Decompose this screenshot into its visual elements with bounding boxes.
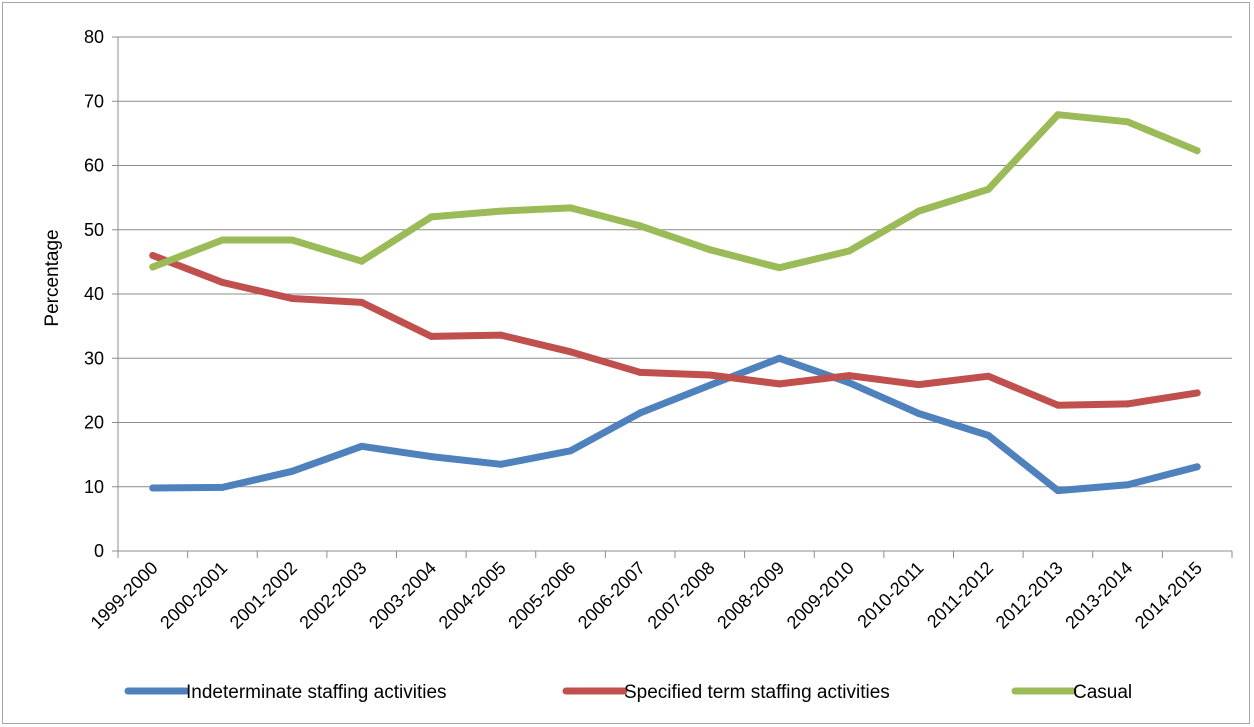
legend: Indeterminate staffing activities Specifi… bbox=[124, 682, 1132, 703]
data-point bbox=[1054, 487, 1062, 495]
legend-label: Indeterminate staffing activities bbox=[186, 682, 447, 703]
data-point bbox=[845, 372, 853, 380]
x-tick-label: 2010-2011 bbox=[853, 558, 927, 632]
axes bbox=[112, 36, 1233, 558]
x-tick-label: 2013-2014 bbox=[1061, 558, 1136, 633]
data-point bbox=[358, 442, 366, 450]
data-point bbox=[288, 294, 296, 302]
data-point bbox=[427, 453, 435, 461]
x-tick-label: 2002-2003 bbox=[295, 558, 370, 633]
gridlines bbox=[118, 36, 1232, 488]
data-point bbox=[149, 484, 157, 492]
data-point bbox=[497, 207, 505, 215]
x-tick-label: 2004-2005 bbox=[435, 558, 510, 633]
y-tick-label: 20 bbox=[84, 413, 104, 433]
data-point bbox=[218, 483, 226, 491]
data-point bbox=[427, 213, 435, 221]
data-point bbox=[984, 431, 992, 439]
x-tick-label: 2003-2004 bbox=[365, 558, 440, 633]
data-point bbox=[706, 371, 714, 379]
data-point bbox=[358, 257, 366, 265]
data-point bbox=[706, 246, 714, 254]
data-point bbox=[1124, 118, 1132, 126]
y-tick-label: 80 bbox=[84, 27, 104, 47]
data-point bbox=[1124, 481, 1132, 489]
data-point bbox=[845, 247, 853, 255]
data-point bbox=[1054, 401, 1062, 409]
series-line-0 bbox=[149, 354, 1201, 495]
data-point bbox=[218, 278, 226, 286]
data-point bbox=[915, 381, 923, 389]
series-line-1 bbox=[149, 252, 1201, 409]
x-tick-label: 2012-2013 bbox=[992, 558, 1067, 633]
data-point bbox=[497, 460, 505, 468]
data-point bbox=[706, 381, 714, 389]
data-point bbox=[149, 263, 157, 271]
data-point bbox=[427, 332, 435, 340]
x-tick-label: 2009-2010 bbox=[783, 558, 858, 633]
y-tick-label: 30 bbox=[84, 348, 104, 368]
y-tick-label: 70 bbox=[84, 91, 104, 111]
x-tick-label: 2007-2008 bbox=[644, 558, 719, 633]
data-point bbox=[218, 236, 226, 244]
data-point bbox=[358, 298, 366, 306]
data-point bbox=[567, 204, 575, 212]
y-tick-label: 10 bbox=[84, 477, 104, 497]
x-tick-label: 2014-2015 bbox=[1131, 558, 1206, 633]
data-point bbox=[1193, 147, 1201, 155]
data-point bbox=[915, 207, 923, 215]
x-tick-label: 2011-2012 bbox=[923, 558, 997, 632]
data-point bbox=[775, 380, 783, 388]
data-point bbox=[984, 185, 992, 193]
data-point bbox=[567, 348, 575, 356]
data-point bbox=[149, 251, 157, 259]
x-tick-label: 2008-2009 bbox=[713, 558, 788, 633]
y-axis-title: Percentage bbox=[42, 229, 63, 326]
data-point bbox=[984, 372, 992, 380]
y-tick-label: 60 bbox=[84, 156, 104, 176]
data-point bbox=[288, 467, 296, 475]
data-point bbox=[1193, 389, 1201, 397]
legend-label: Casual bbox=[1073, 682, 1132, 703]
data-point bbox=[915, 410, 923, 418]
series-line-2 bbox=[149, 111, 1201, 272]
y-tick-label: 50 bbox=[84, 220, 104, 240]
legend-label: Specified term staffing activities bbox=[624, 682, 890, 703]
x-tick-label: 1999-2000 bbox=[87, 558, 162, 633]
y-tick-label: 0 bbox=[94, 541, 104, 561]
data-point bbox=[497, 331, 505, 339]
data-point bbox=[636, 222, 644, 230]
x-tick-label: 2005-2006 bbox=[504, 558, 579, 633]
series-lines bbox=[149, 111, 1201, 495]
data-point bbox=[775, 264, 783, 272]
x-tick-label: 2006-2007 bbox=[574, 558, 649, 633]
data-point bbox=[1124, 400, 1132, 408]
data-point bbox=[1054, 111, 1062, 119]
data-point bbox=[775, 354, 783, 362]
data-point bbox=[636, 368, 644, 376]
y-tick-labels: 0 10 20 30 40 50 60 70 80 bbox=[84, 27, 104, 561]
data-point bbox=[845, 379, 853, 387]
data-point bbox=[288, 236, 296, 244]
y-tick-label: 40 bbox=[84, 284, 104, 304]
x-tick-label: 2000-2001 bbox=[156, 558, 231, 633]
data-point bbox=[636, 409, 644, 417]
x-tick-label: 2001-2002 bbox=[226, 558, 301, 633]
x-tick-labels: 1999-20002000-20012001-20022002-20032003… bbox=[87, 558, 1206, 633]
data-point bbox=[567, 447, 575, 455]
data-point bbox=[1193, 463, 1201, 471]
